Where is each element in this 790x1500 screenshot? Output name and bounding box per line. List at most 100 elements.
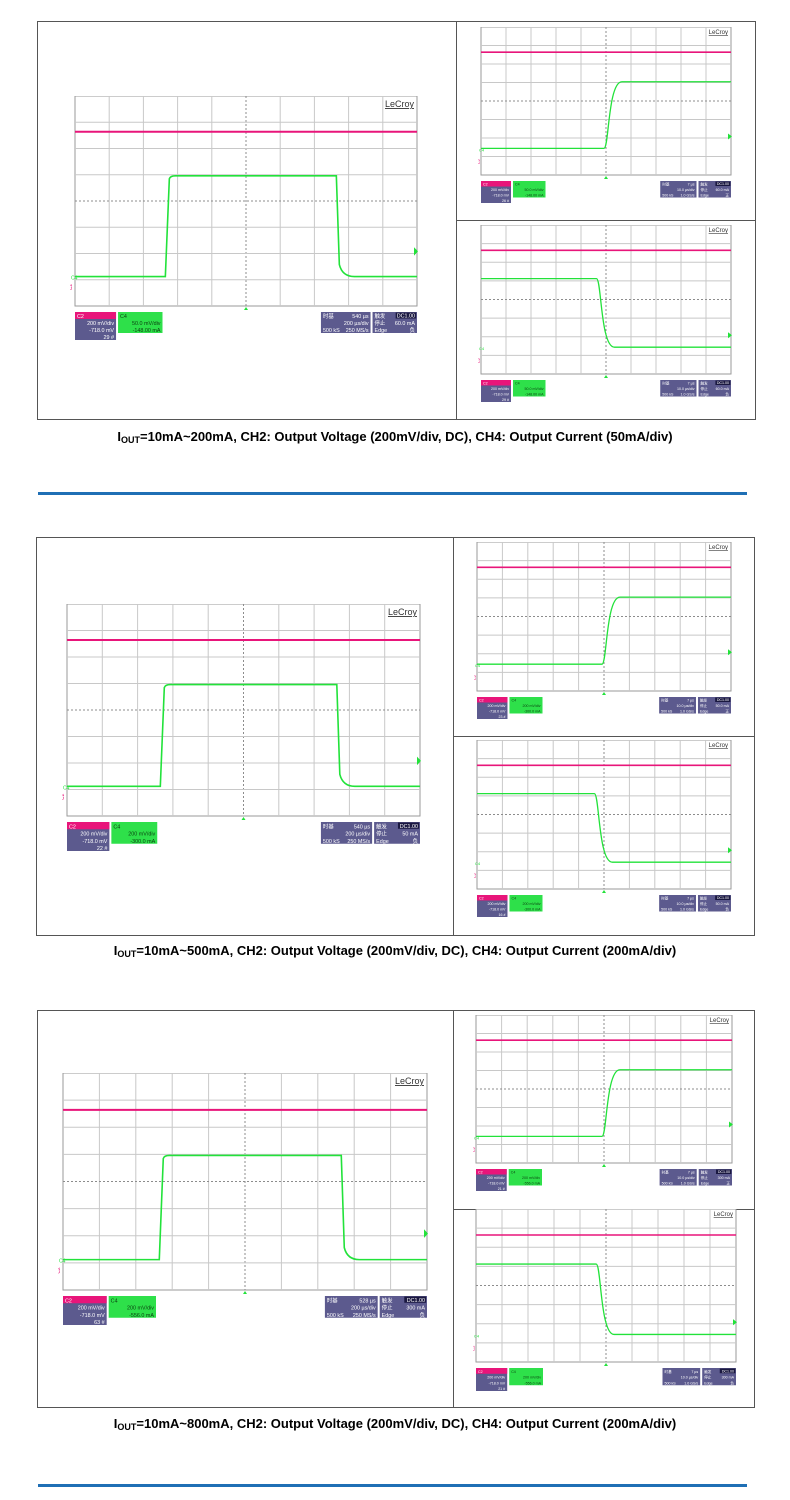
ch2-status-title: C2 bbox=[478, 1171, 483, 1175]
ch2-status-title: C2 bbox=[69, 824, 76, 830]
trigger-level-arrow bbox=[728, 649, 732, 656]
ch2-status-offset: -718.0 mV bbox=[80, 1313, 105, 1319]
timebase-samples: 500 kS bbox=[662, 393, 674, 397]
ch2-status-count: 63 # bbox=[94, 1320, 105, 1326]
ch2-marker: C2 bbox=[478, 158, 481, 164]
timebase-samples: 500 kS bbox=[662, 1182, 674, 1186]
trigger-badge-bg bbox=[715, 181, 731, 186]
timebase-label: 时基 bbox=[662, 381, 670, 386]
trigger-level: 50 mA bbox=[402, 832, 418, 838]
scope-grid-frame bbox=[476, 740, 732, 890]
trigger-type: Edge bbox=[376, 839, 389, 845]
ch2-status-offset: -718.0 mV bbox=[492, 393, 509, 397]
trigger-mode: 停止 bbox=[376, 830, 387, 838]
timebase-delay: 7 µs bbox=[688, 382, 695, 386]
ch4-status-scale: 200 mV/div bbox=[523, 704, 541, 708]
ch2-status-header bbox=[63, 1296, 107, 1304]
ch4-trace bbox=[75, 175, 417, 278]
ch4-status-box bbox=[509, 1368, 543, 1386]
timebase-label: 时基 bbox=[661, 698, 669, 703]
ch2-status-offset: -718.0 mV bbox=[492, 194, 509, 198]
timebase-rate: 1.0 GS/s bbox=[684, 1381, 698, 1385]
timebase-status-box bbox=[662, 1368, 701, 1386]
timebase-delay: 7 µs bbox=[691, 1370, 698, 1374]
caption-sub: OUT bbox=[117, 949, 137, 959]
trigger-time-arrow bbox=[602, 1164, 606, 1167]
trigger-mode: 停止 bbox=[375, 319, 386, 327]
trigger-level: 50.0 mA bbox=[716, 704, 730, 708]
trigger-badge-bg bbox=[397, 822, 420, 829]
ch4-status-scale: 50.0 mV/div bbox=[132, 321, 161, 327]
ch4-status-offset: -300.0 mA bbox=[524, 908, 541, 912]
ch2-status-header bbox=[476, 1169, 507, 1175]
ch2-status-offset: -718.0 mV bbox=[489, 908, 506, 912]
ch4-status-scale: 50.0 mV/div bbox=[525, 188, 544, 192]
ch2-status-title: C2 bbox=[479, 699, 484, 703]
trigger-slope: 正 bbox=[725, 194, 729, 198]
trigger-level-arrow bbox=[424, 1229, 428, 1238]
trigger-level: 300 mA bbox=[722, 1376, 735, 1380]
timebase-status-box bbox=[324, 1296, 378, 1318]
trigger-time-arrow bbox=[604, 1363, 608, 1366]
ch4-status-offset: -300.0 mA bbox=[524, 710, 541, 714]
trigger-label: 触发 bbox=[701, 182, 709, 187]
trigger-type: Edge bbox=[701, 393, 709, 397]
ch2-status-title: C2 bbox=[483, 183, 488, 187]
ch2-status-scale: 200 mV/div bbox=[487, 1176, 505, 1180]
timebase-scale: 10.0 µs/div bbox=[677, 704, 695, 708]
section-divider-1 bbox=[38, 492, 747, 495]
trigger-mode: 停止 bbox=[704, 1375, 712, 1380]
timebase-label: 时基 bbox=[662, 182, 670, 187]
trigger-label: 触发 bbox=[700, 896, 708, 901]
trigger-mode: 停止 bbox=[701, 187, 709, 192]
timebase-samples: 500 kS bbox=[327, 1313, 344, 1319]
trigger-badge: DC1.00 bbox=[407, 1298, 425, 1304]
trigger-level-arrow bbox=[728, 332, 732, 339]
ch2-status-scale: 200 mV/div bbox=[78, 1306, 105, 1312]
ch2-status-count: 29 # bbox=[502, 398, 509, 402]
timebase-scale: 10.0 µs/div bbox=[677, 188, 695, 192]
lecroy-logo: LeCroy bbox=[710, 1018, 729, 1024]
lecroy-logo: LeCroy bbox=[709, 743, 728, 749]
trigger-mode: 停止 bbox=[382, 1304, 393, 1312]
ch4-status-title: C4 bbox=[511, 699, 516, 703]
trigger-type: Edge bbox=[704, 1381, 712, 1385]
trigger-badge-bg bbox=[715, 380, 731, 385]
trigger-badge: DC1.00 bbox=[718, 1170, 730, 1174]
ch2-status-count: 21 # bbox=[498, 1187, 505, 1191]
ch4-marker: C4 bbox=[63, 785, 70, 791]
lecroy-logo: LeCroy bbox=[385, 99, 415, 109]
trigger-level: 60.0 mA bbox=[395, 321, 415, 327]
ch4-trace bbox=[67, 683, 420, 788]
trigger-slope: 负 bbox=[730, 1380, 734, 1385]
ch4-marker: C4 bbox=[475, 663, 481, 668]
ch4-status-offset: -148.00 mA bbox=[525, 393, 544, 397]
caption-i: I bbox=[117, 429, 121, 444]
lecroy-logo: LeCroy bbox=[714, 1212, 733, 1218]
ch2-status-header bbox=[67, 822, 110, 830]
section-divider-2 bbox=[38, 1484, 747, 1487]
trigger-mode: 停止 bbox=[701, 386, 709, 391]
trigger-label: 触发 bbox=[701, 1170, 709, 1175]
timebase-samples: 500 kS bbox=[661, 908, 673, 912]
ch2-status-scale: 200 mV/div bbox=[487, 902, 505, 906]
trigger-label: 触发 bbox=[376, 822, 387, 830]
ch2-marker: C2 bbox=[473, 1146, 476, 1152]
timebase-status-box bbox=[320, 822, 373, 844]
trigger-label: 触发 bbox=[701, 381, 709, 386]
lecroy-logo: LeCroy bbox=[709, 30, 728, 36]
trigger-badge: DC1.00 bbox=[717, 698, 729, 702]
caption-text: =10mA~500mA, CH2: Output Voltage (200mV/… bbox=[136, 943, 677, 958]
timebase-label: 时基 bbox=[662, 1170, 670, 1175]
ch4-status-offset: -556.0 mA bbox=[523, 1182, 540, 1186]
trigger-badge-bg bbox=[395, 312, 417, 319]
trigger-slope: 负 bbox=[410, 326, 415, 334]
timebase-delay: 528 µs bbox=[359, 1298, 376, 1304]
timebase-status-box bbox=[659, 697, 696, 714]
lecroy-logo: LeCroy bbox=[395, 1076, 425, 1086]
trigger-slope: 负 bbox=[725, 392, 729, 397]
